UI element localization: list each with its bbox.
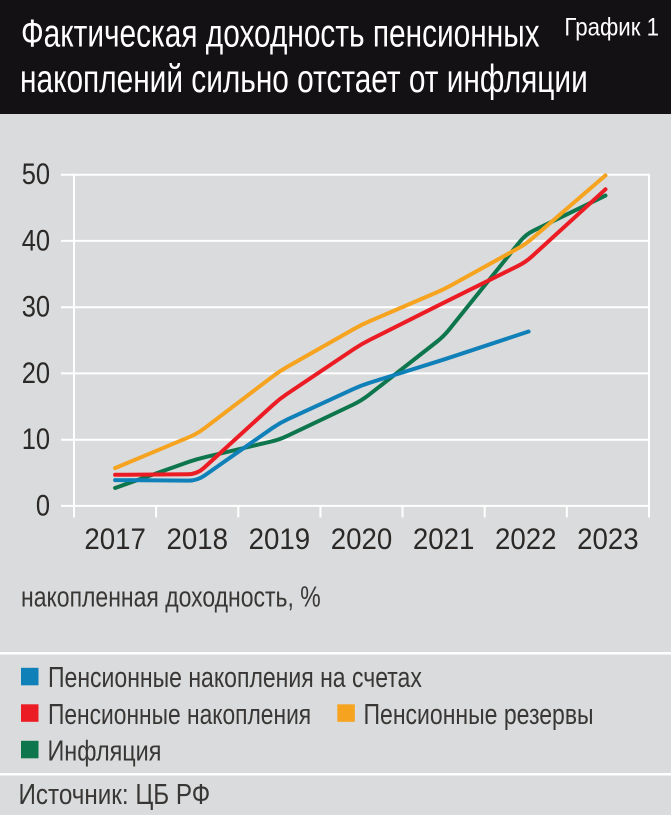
svg-text:2018: 2018 (166, 523, 227, 556)
svg-text:50: 50 (22, 157, 50, 190)
svg-text:2019: 2019 (249, 523, 310, 556)
svg-text:Источник: ЦБ РФ: Источник: ЦБ РФ (19, 778, 211, 810)
svg-text:Фактическая доходность пенсион: Фактическая доходность пенсионных (21, 13, 540, 56)
svg-text:накопленная доходность, %: накопленная доходность, % (21, 582, 321, 613)
svg-text:20: 20 (22, 356, 50, 389)
svg-text:накоплений сильно отстает от и: накоплений сильно отстает от инфляции (20, 58, 588, 101)
svg-text:0: 0 (36, 489, 50, 522)
svg-text:40: 40 (22, 224, 50, 257)
svg-text:10: 10 (22, 422, 50, 455)
svg-text:Инфляция: Инфляция (48, 734, 162, 767)
svg-text:Пенсионные резервы: Пенсионные резервы (364, 700, 594, 731)
svg-text:2017: 2017 (84, 523, 145, 556)
svg-text:30: 30 (22, 290, 50, 323)
svg-text:2020: 2020 (331, 523, 392, 556)
svg-text:2021: 2021 (413, 523, 474, 556)
svg-text:2022: 2022 (495, 523, 556, 556)
svg-text:Пенсионные накопления на счета: Пенсионные накопления на счетах (48, 663, 422, 694)
svg-text:2023: 2023 (577, 523, 638, 556)
svg-text:Пенсионные накопления: Пенсионные накопления (48, 700, 311, 731)
svg-text:График 1: График 1 (564, 14, 659, 41)
